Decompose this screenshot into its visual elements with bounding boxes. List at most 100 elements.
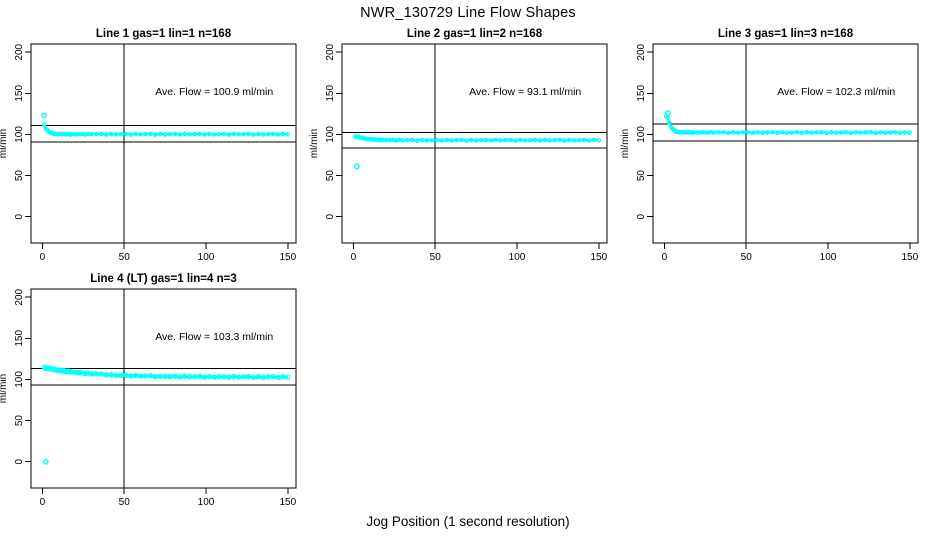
y-tick-label: 50 [14, 415, 25, 427]
y-tick-label: 50 [14, 170, 25, 182]
y-axis-unit-label: ml/min [309, 129, 320, 158]
data-point [99, 131, 104, 137]
data-point [265, 131, 271, 137]
data-point [103, 132, 109, 137]
data-point [207, 131, 212, 137]
data-point [245, 373, 252, 380]
data-point [275, 132, 281, 137]
data-point [94, 131, 99, 137]
data-point [725, 130, 731, 136]
data-point [794, 129, 800, 135]
data-point [285, 374, 291, 380]
data-point [103, 372, 109, 378]
y-tick-label: 100 [325, 126, 336, 143]
y-tick-label: 100 [14, 126, 25, 143]
outlier-point [42, 458, 49, 465]
x-tick-label: 150 [279, 497, 296, 508]
outlier-point [41, 112, 48, 119]
data-point [824, 130, 829, 136]
data-point [261, 132, 266, 137]
data-point [775, 130, 780, 136]
data-point [153, 132, 158, 137]
data-point [667, 120, 672, 125]
data-point [226, 132, 232, 137]
data-point [454, 137, 459, 143]
data-point [902, 129, 908, 135]
data-point [809, 130, 814, 135]
subplot-title: Line 1 gas=1 lin=1 n=168 [96, 28, 232, 40]
data-point [760, 130, 765, 135]
data-point [123, 372, 129, 379]
data-point [419, 137, 425, 143]
data-point [147, 373, 154, 379]
data-point [187, 132, 192, 137]
data-point [503, 137, 508, 143]
data-point [85, 370, 92, 376]
x-tick-label: 0 [40, 252, 46, 263]
ave-flow-annotation: Ave. Flow = 103.3 ml/min [155, 331, 273, 343]
data-point [755, 129, 760, 135]
data-point [138, 132, 143, 137]
data-point [730, 130, 736, 135]
data-point [838, 130, 844, 135]
data-point [478, 137, 484, 143]
y-tick-label: 200 [14, 43, 25, 60]
data-point [562, 138, 567, 143]
y-tick-label: 0 [14, 458, 25, 464]
data-point [897, 130, 903, 136]
data-point [518, 137, 523, 143]
data-point [157, 131, 163, 137]
ave-flow-annotation: Ave. Flow = 100.9 ml/min [155, 86, 273, 98]
data-point [552, 137, 557, 143]
plot-box [341, 43, 608, 244]
data-point [133, 131, 138, 137]
data-point [439, 138, 445, 143]
x-tick-label: 150 [279, 252, 296, 263]
data-point [581, 137, 587, 143]
y-tick-label: 100 [636, 126, 647, 143]
data-point [868, 129, 873, 135]
data-point [69, 369, 75, 375]
y-tick-label: 0 [14, 213, 25, 219]
data-point [75, 369, 82, 376]
data-point [789, 130, 795, 135]
main-title: NWR_130729 Line Flow Shapes [360, 5, 576, 21]
y-axis-unit-label: ml/min [0, 129, 9, 158]
data-band [355, 135, 599, 142]
data-point [256, 131, 261, 137]
data-point [172, 131, 178, 137]
data-point [799, 130, 805, 136]
data-point [572, 138, 577, 143]
data-point [202, 132, 207, 137]
data-point [444, 137, 449, 143]
data-point [522, 138, 528, 143]
data-point [236, 132, 241, 137]
plot-box [652, 43, 919, 244]
data-point [113, 132, 119, 137]
y-tick-label: 150 [325, 85, 336, 102]
data-point [513, 138, 518, 143]
data-point [143, 131, 148, 137]
data-point [82, 370, 88, 377]
data-point [829, 130, 834, 135]
y-axis-unit-label: ml/min [0, 374, 9, 403]
data-point [123, 131, 129, 137]
x-tick-label: 100 [198, 497, 215, 508]
data-point [108, 131, 114, 137]
outlier-point [353, 163, 360, 170]
data-point [887, 130, 893, 135]
data-point [197, 131, 202, 137]
data-point [819, 129, 824, 135]
data-point [537, 138, 543, 143]
data-point [740, 130, 746, 135]
x-tick-label: 50 [119, 252, 131, 263]
y-tick-label: 50 [325, 170, 336, 182]
ave-flow-annotation: Ave. Flow = 93.1 ml/min [469, 86, 581, 98]
y-tick-label: 200 [325, 43, 336, 60]
data-series [663, 110, 913, 136]
x-tick-label: 0 [40, 497, 46, 508]
x-tick-label: 150 [901, 252, 918, 263]
y-tick-label: 0 [636, 213, 647, 219]
